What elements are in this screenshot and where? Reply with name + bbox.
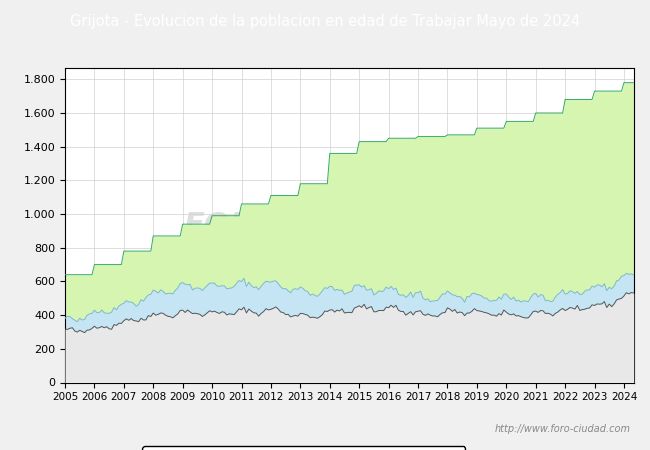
Text: Grijota - Evolucion de la poblacion en edad de Trabajar Mayo de 2024: Grijota - Evolucion de la poblacion en e… xyxy=(70,14,580,29)
Text: FORO-CIUDAD.COM: FORO-CIUDAD.COM xyxy=(183,211,515,239)
Legend: Ocupados, Parados, Hab. entre 16-64: Ocupados, Parados, Hab. entre 16-64 xyxy=(142,446,465,450)
Text: http://www.foro-ciudad.com: http://www.foro-ciudad.com xyxy=(495,424,630,434)
